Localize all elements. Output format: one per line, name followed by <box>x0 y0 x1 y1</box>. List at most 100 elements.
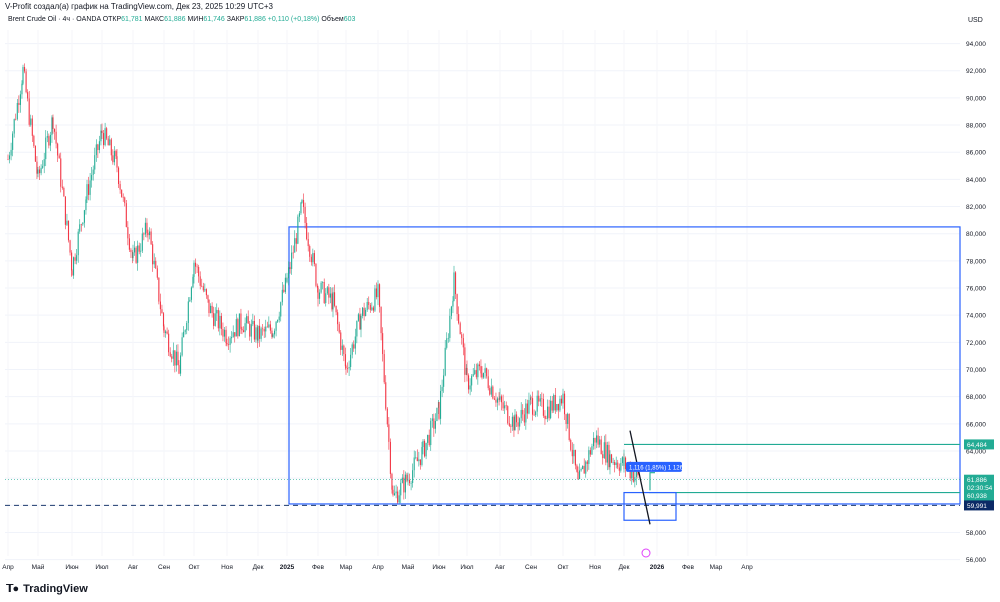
candle-body <box>259 325 261 339</box>
time-tick-label: Май <box>402 563 415 571</box>
candle-body <box>226 342 228 345</box>
candle-body <box>18 102 20 105</box>
candle-body <box>175 351 177 366</box>
candle-body <box>107 138 109 146</box>
candle-body <box>505 405 507 407</box>
candle-body <box>163 326 165 333</box>
candle-body <box>34 146 36 162</box>
candle-body <box>374 288 376 311</box>
price-tick-label: 94,000 <box>966 41 986 48</box>
candle-body <box>225 329 227 343</box>
high-label: МАКС <box>144 16 165 23</box>
candle-body <box>121 189 123 198</box>
time-tick-label: Мар <box>710 564 723 571</box>
candle-body <box>177 351 179 366</box>
candle-body <box>516 414 518 423</box>
close-value: 61,886 <box>244 16 266 23</box>
candle-body <box>486 368 488 377</box>
symbol-legend: Brent Crude Oil · 4ч · OANDA ОТКР61,781 … <box>8 16 355 23</box>
measure-label: 1,116 (1,85%) 1 126 <box>629 465 684 471</box>
candle-body <box>9 155 11 160</box>
candle-body <box>412 470 414 484</box>
candle-body <box>388 424 390 442</box>
candle-body <box>499 396 501 400</box>
candle-body <box>63 187 65 197</box>
candle-body <box>416 457 418 462</box>
candle-body <box>24 67 26 72</box>
candle-body <box>425 442 427 457</box>
candle-body <box>554 395 556 411</box>
candle-body <box>468 375 470 390</box>
price-tick-label: 84,000 <box>966 177 986 184</box>
candle-body <box>461 334 463 339</box>
candle-body <box>577 471 579 480</box>
candle-body <box>635 470 637 478</box>
candle-body <box>289 267 291 269</box>
price-tag-bg <box>964 474 994 485</box>
candle-body <box>462 338 464 348</box>
candle-body <box>372 307 374 311</box>
candle-body <box>149 231 151 236</box>
candle-body <box>334 292 336 306</box>
symbol-name[interactable]: Brent Crude Oil · 4ч · OANDA <box>8 16 101 23</box>
candle-body <box>91 174 93 181</box>
candle-body <box>580 469 582 471</box>
candle-body <box>115 151 117 157</box>
candle-body <box>246 316 248 324</box>
candle-body <box>162 313 165 327</box>
candle-body <box>284 277 286 292</box>
candle-body <box>446 338 448 348</box>
candle-body <box>576 465 578 472</box>
time-tick-label: Фев <box>312 564 325 571</box>
candle-body <box>357 314 359 321</box>
candle-body <box>71 252 73 271</box>
candle-body <box>398 495 400 503</box>
candle-body <box>471 376 473 386</box>
tradingview-brand[interactable]: 𝗧● TradingView <box>6 582 88 596</box>
candle-body <box>45 137 47 160</box>
candle-body <box>594 437 596 443</box>
candle-body <box>109 139 111 146</box>
candle-body <box>313 253 315 264</box>
candle-body <box>608 444 610 468</box>
candle-body <box>472 373 474 377</box>
candle-body <box>222 328 224 337</box>
time-tick-label: Июн <box>65 564 79 571</box>
candle-body <box>469 385 471 390</box>
candle-body <box>295 238 297 244</box>
candle-body <box>281 289 283 303</box>
candle-body <box>579 470 581 480</box>
candle-body <box>637 470 639 476</box>
candle-body <box>605 442 607 463</box>
price-tick-label: 58,000 <box>966 530 986 537</box>
candle-body <box>134 247 136 253</box>
candle-body <box>275 321 277 331</box>
candle-body <box>504 405 506 409</box>
candle-body <box>326 287 328 294</box>
candle-body <box>57 143 59 156</box>
currency-label[interactable]: USD <box>968 17 983 24</box>
candle-body <box>249 323 251 337</box>
candle-body <box>436 407 438 421</box>
time-tick-label: Апр <box>741 564 753 571</box>
price-tick-label: 74,000 <box>966 313 986 320</box>
candle-body <box>95 144 97 156</box>
candle-body <box>283 289 285 292</box>
candle-body <box>319 292 321 299</box>
price-tick-label: 92,000 <box>966 68 986 75</box>
candle-body <box>274 330 276 335</box>
candle-body <box>113 151 115 163</box>
candle-body <box>428 434 430 446</box>
candle-body <box>79 224 81 232</box>
candle-body <box>465 367 467 375</box>
candle-body <box>171 356 173 359</box>
candle-body <box>438 402 440 419</box>
candle-body <box>419 459 421 465</box>
candle-body <box>304 206 306 223</box>
candle-body <box>25 71 27 93</box>
candle-body <box>511 416 513 427</box>
candle-body <box>354 336 356 349</box>
candle-body <box>51 117 53 136</box>
candle-body <box>128 238 130 250</box>
